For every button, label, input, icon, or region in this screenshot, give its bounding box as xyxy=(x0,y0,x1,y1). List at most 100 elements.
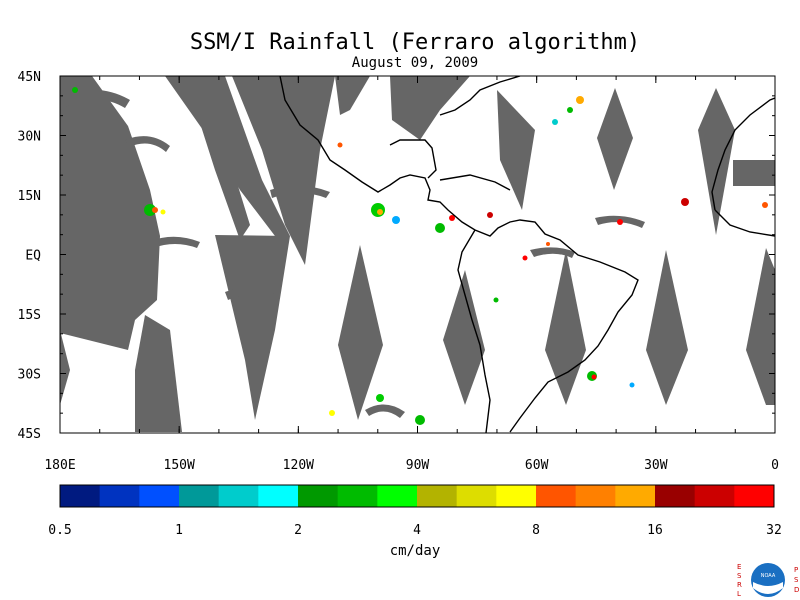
colorbar-swatch xyxy=(694,485,735,507)
swath-gap xyxy=(733,160,775,186)
lat-label: 45N xyxy=(18,70,41,85)
logo-letter: S xyxy=(737,572,742,580)
coastline-caribbean xyxy=(439,174,511,191)
rain-cell xyxy=(546,242,550,246)
swath-gap xyxy=(335,76,370,115)
colorbar-swatch xyxy=(218,485,259,507)
colorbar-tick-label: 1 xyxy=(175,523,183,538)
logo-letter: R xyxy=(737,581,742,589)
swath-gap xyxy=(125,136,170,152)
colorbar-swatch xyxy=(337,485,378,507)
coastline-africa-gulf xyxy=(714,209,775,237)
swath-gap xyxy=(698,88,735,235)
swath-gap xyxy=(135,315,182,432)
coastline-gulf xyxy=(389,139,437,179)
coastline-north-atlantic xyxy=(439,76,521,116)
colorbar-swatch xyxy=(99,485,140,507)
colorbar-swatch xyxy=(298,485,339,507)
colorbar-swatch xyxy=(377,485,418,507)
logo-letter: E xyxy=(737,563,741,571)
lat-label: 45S xyxy=(18,427,41,442)
lon-label: 90W xyxy=(406,458,430,473)
swath-gap xyxy=(365,404,405,418)
swath-gap xyxy=(150,236,200,248)
colorbar-swatch xyxy=(655,485,696,507)
colorbar-tick-label: 0.5 xyxy=(48,523,71,538)
lat-label: 30S xyxy=(18,368,41,383)
coastlines xyxy=(279,76,775,433)
colorbar-swatch xyxy=(417,485,458,507)
colorbar-swatch xyxy=(615,485,656,507)
rain-cell xyxy=(617,219,623,225)
lat-label: 30N xyxy=(18,130,41,145)
map-title: SSM/I Rainfall (Ferraro algorithm) xyxy=(189,30,641,55)
rain-cell xyxy=(376,394,384,402)
rain-cell xyxy=(72,87,78,93)
noaa-emblem-text: NOAA xyxy=(761,573,776,579)
rain-cell xyxy=(337,142,343,148)
colorbar-tick-label: 16 xyxy=(647,523,663,538)
swath-gap xyxy=(746,248,775,405)
swath-gap xyxy=(443,270,485,405)
colorbar-tick-label: 4 xyxy=(413,523,421,538)
colorbar-swatch xyxy=(456,485,497,507)
rain-cell xyxy=(392,216,400,224)
rain-cell xyxy=(681,198,689,206)
swath-gap xyxy=(185,76,250,240)
swath-gap xyxy=(60,76,160,236)
rain-cell xyxy=(152,207,158,213)
coastline-south-america-west xyxy=(457,229,491,433)
swath-gap xyxy=(270,185,330,198)
colorbar-swatch xyxy=(258,485,299,507)
swath-gap xyxy=(390,76,470,140)
logo-letter: D xyxy=(794,586,799,594)
colorbar-swatch xyxy=(139,485,180,507)
rainfall-cells xyxy=(72,87,768,425)
colorbar: 0.5 1 2 4 8 16 32 xyxy=(48,484,782,538)
rain-cell xyxy=(435,223,445,233)
lon-label: 60W xyxy=(525,458,549,473)
colorbar-tick-label: 8 xyxy=(532,523,540,538)
rain-cell xyxy=(377,209,383,215)
colorbar-swatch xyxy=(575,485,616,507)
logo-letter: L xyxy=(737,590,741,598)
rain-cell xyxy=(449,215,455,221)
lon-label: 180E xyxy=(44,458,75,473)
colorbar-unit-label: cm/day xyxy=(389,543,441,559)
colorbar-tick-label: 32 xyxy=(766,523,782,538)
colorbar-swatch xyxy=(60,485,101,507)
rain-cell xyxy=(522,255,528,261)
lon-label: 120W xyxy=(283,458,314,473)
rain-cell xyxy=(762,202,768,208)
rain-cell xyxy=(329,410,335,416)
colorbar-swatch xyxy=(496,485,537,507)
rain-cell xyxy=(493,297,499,303)
colorbar-tick-label: 2 xyxy=(294,523,302,538)
swath-gap xyxy=(232,76,335,265)
lat-label: 15N xyxy=(18,189,41,204)
lon-label: 0 xyxy=(771,458,779,473)
swath-gap xyxy=(530,247,575,258)
rain-cell xyxy=(415,415,425,425)
colorbar-swatch xyxy=(734,485,775,507)
map-subtitle: August 09, 2009 xyxy=(351,55,479,71)
colorbar-frame xyxy=(59,484,775,508)
rain-cell xyxy=(567,107,573,113)
lon-label: 150W xyxy=(164,458,195,473)
rain-cell xyxy=(591,374,597,380)
noaa-emblem-wave xyxy=(753,582,783,594)
rain-cell xyxy=(160,209,166,215)
logo-letter: S xyxy=(794,576,799,584)
swath-gap xyxy=(225,287,275,300)
swath-gap xyxy=(60,236,160,350)
lon-label: 30W xyxy=(644,458,668,473)
colorbar-swatch xyxy=(179,485,220,507)
logo-letter: P xyxy=(794,566,798,574)
rain-cell xyxy=(552,119,558,125)
map-area xyxy=(60,76,775,433)
no-data-swaths xyxy=(60,76,775,432)
swath-gap xyxy=(497,90,535,210)
rain-cell xyxy=(629,382,635,388)
coastline-africa-west xyxy=(711,97,775,211)
